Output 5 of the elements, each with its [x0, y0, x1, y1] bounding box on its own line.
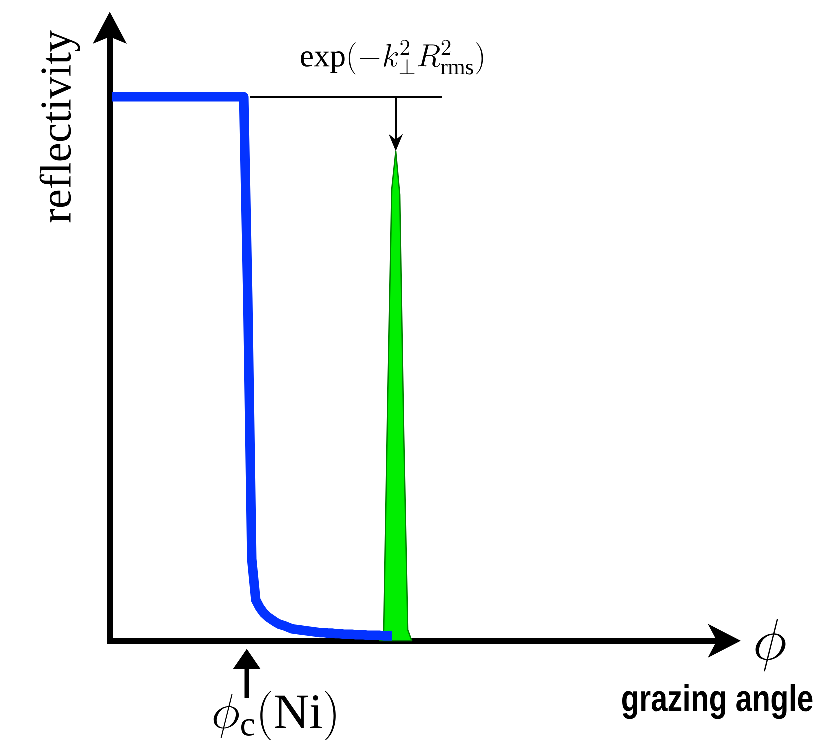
- text: $\exp(-k_{\perp}^{2}R_{\mathrm{rms}}^{2})$: [301, 40, 484, 75]
- y-axis-title: reflectivity: [40, 30, 80, 223]
- x-axis-title: $\phi$: [756, 618, 786, 672]
- text: $\phi_{\mathrm{c}}(\mathrm{Ni})$: [214, 691, 336, 741]
- text: grazing angle: [622, 684, 813, 720]
